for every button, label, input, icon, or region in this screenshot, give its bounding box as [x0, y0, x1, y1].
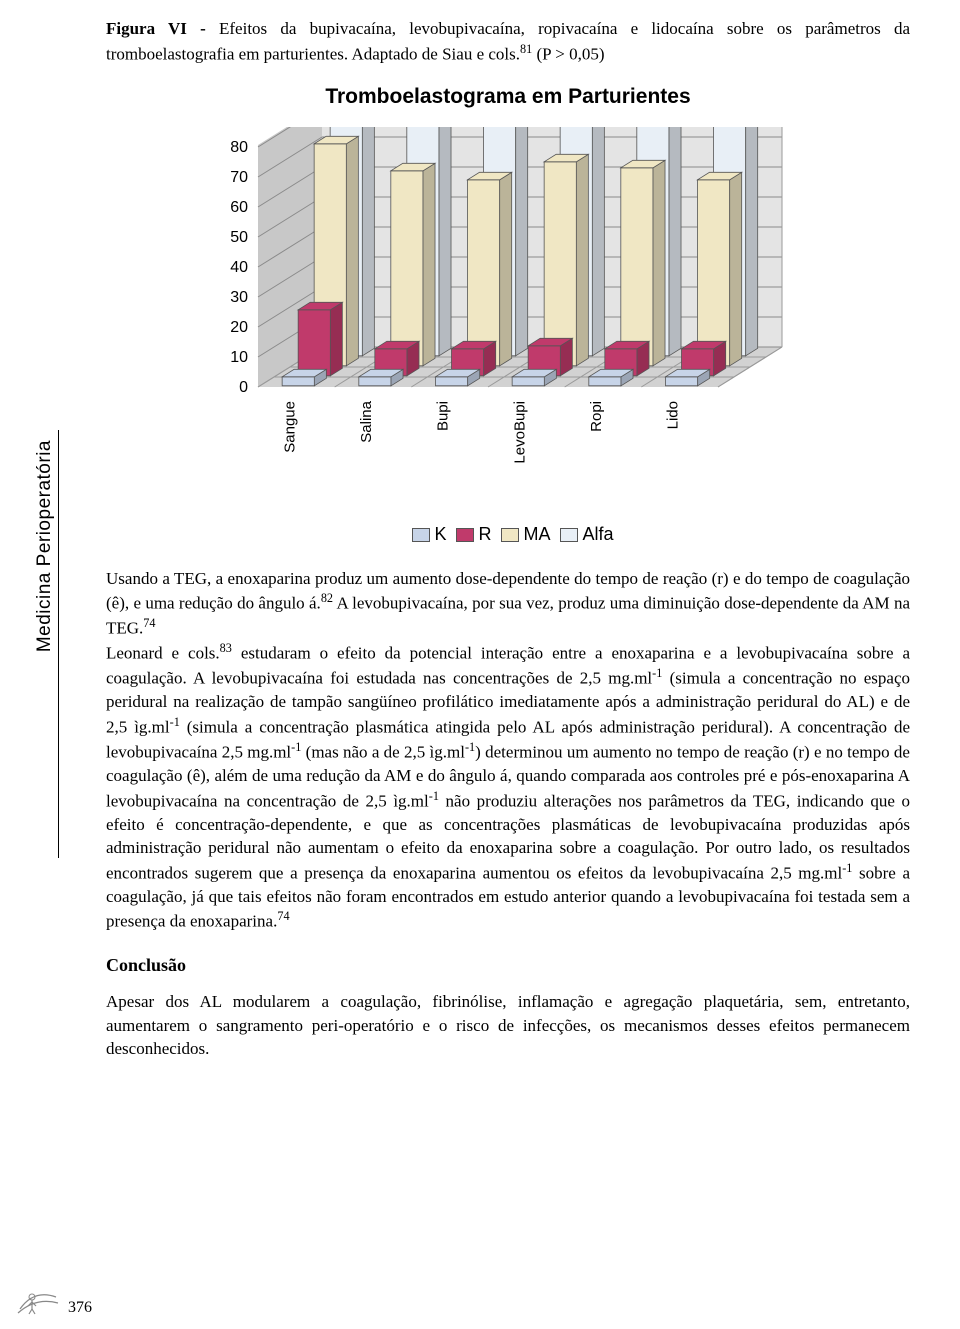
svg-text:50: 50 — [230, 229, 248, 246]
conclusion-paragraph: Apesar dos AL modularem a coagulação, fi… — [106, 990, 910, 1060]
legend-label: Alfa — [582, 524, 613, 544]
chart-title: Tromboelastograma em Parturientes — [106, 85, 910, 109]
svg-text:0: 0 — [239, 379, 248, 396]
legend-label: K — [434, 524, 446, 544]
footer-ornament-icon — [16, 1283, 60, 1317]
svg-text:Ropi: Ropi — [588, 401, 605, 432]
caption-sup-1: 81 — [520, 42, 532, 56]
svg-text:30: 30 — [230, 289, 248, 306]
figure-label: Figura VI - — [106, 19, 219, 38]
side-running-head: Medicina Perioperatória — [34, 440, 56, 652]
svg-text:80: 80 — [230, 139, 248, 156]
bar3d-chart: 0 10 20 30 40 50 60 70 80 Sangue Salina Bupi LevoBup… — [190, 127, 830, 507]
conclusion-heading: Conclusão — [106, 955, 910, 976]
figure-caption: Figura VI - Efeitos da bupivacaína, levo… — [106, 18, 910, 67]
svg-text:LevoBupi: LevoBupi — [511, 401, 528, 464]
caption-text-2: (P > 0,05) — [532, 45, 604, 64]
legend-label: R — [478, 524, 491, 544]
body-paragraphs: Usando a TEG, a enoxaparina produz um au… — [106, 567, 910, 934]
chart-area: 0 10 20 30 40 50 60 70 80 Sangue Salina Bupi LevoBup… — [190, 127, 830, 512]
svg-text:40: 40 — [230, 259, 248, 276]
chart-wrap: 0 10 20 30 40 50 60 70 80 Sangue Salina Bupi LevoBup… — [70, 127, 910, 512]
chart-legend: K R MA Alfa — [106, 524, 910, 545]
svg-text:Salina: Salina — [358, 400, 375, 442]
svg-text:60: 60 — [230, 199, 248, 216]
caption-text-1: Efeitos da bupivacaína, levobupivacaína,… — [106, 19, 910, 64]
svg-text:Lido: Lido — [665, 401, 682, 429]
svg-text:Sangue: Sangue — [281, 401, 298, 453]
legend-label: MA — [523, 524, 550, 544]
page-number: 376 — [68, 1299, 92, 1317]
side-rule — [58, 430, 59, 858]
page-footer: 376 — [16, 1283, 92, 1317]
svg-text:20: 20 — [230, 319, 248, 336]
svg-text:Bupi: Bupi — [435, 401, 452, 431]
svg-text:10: 10 — [230, 349, 248, 366]
svg-text:70: 70 — [230, 169, 248, 186]
